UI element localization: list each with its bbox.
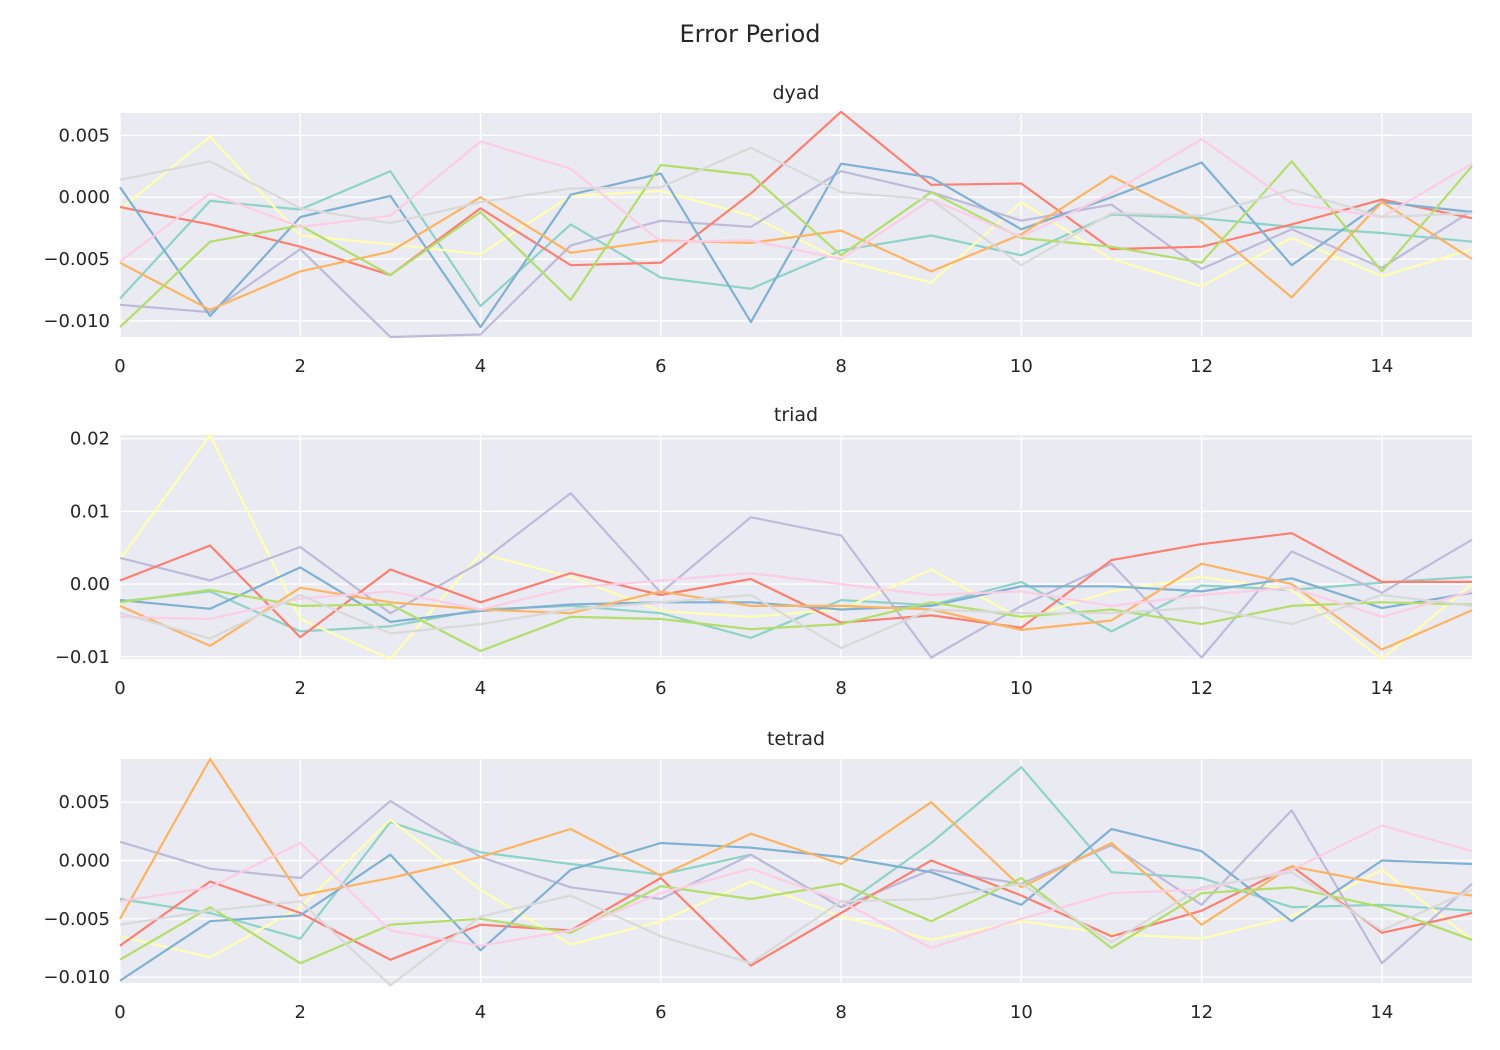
series-line-8 xyxy=(119,572,1473,621)
subplot-dyad: 0 2 4 6 8 10 12 14 0.005 0.000 −0.005 −0.010 dyad xyxy=(43,82,1473,377)
series-line-6 xyxy=(119,175,1473,311)
y-tick-label: −0.005 xyxy=(43,909,110,930)
subplot-tetrad: 0 2 4 6 8 10 12 14 0.005 0.000 −0.005 −0.010 tetrad xyxy=(43,728,1473,1023)
y-tick-label: 0.005 xyxy=(58,125,110,146)
x-tick-label: 8 xyxy=(835,678,846,699)
y-tick-label: −0.01 xyxy=(55,647,110,668)
x-tick-label: 8 xyxy=(835,1002,846,1023)
x-tick-label: 8 xyxy=(835,356,846,377)
y-tick-label: 0.02 xyxy=(70,429,110,450)
figure-title: Error Period xyxy=(680,20,821,48)
series-line-4 xyxy=(119,532,1472,639)
x-tick-label: 0 xyxy=(114,356,125,377)
series-line-3 xyxy=(119,492,1473,659)
x-tick-label: 4 xyxy=(475,678,486,699)
series-line-1 xyxy=(119,575,1473,640)
x-tick-labels-dyad: 0 2 4 6 8 10 12 14 xyxy=(114,356,1393,377)
subplot-triad: 0 2 4 6 8 10 12 14 0.02 0.01 0.00 −0.01 triad xyxy=(55,404,1473,699)
y-tick-label: −0.010 xyxy=(43,967,110,988)
subplot-title: triad xyxy=(774,404,818,426)
gridlines-tetrad xyxy=(119,759,1472,983)
series-line-5 xyxy=(119,827,1473,982)
x-tick-label: 12 xyxy=(1190,356,1213,377)
series-line-4 xyxy=(119,859,1473,967)
subplot-title: tetrad xyxy=(767,728,825,750)
y-tick-labels-triad: 0.02 0.01 0.00 −0.01 xyxy=(55,429,110,668)
y-tick-labels-dyad: 0.005 0.000 −0.005 −0.010 xyxy=(43,125,110,332)
x-tick-label: 6 xyxy=(655,1002,666,1023)
y-tick-label: 0.005 xyxy=(58,792,110,813)
x-tick-label: 14 xyxy=(1370,678,1393,699)
series-line-1 xyxy=(119,170,1473,308)
x-tick-label: 0 xyxy=(114,1002,125,1023)
x-tick-label: 6 xyxy=(655,356,666,377)
x-tick-label: 14 xyxy=(1370,1002,1393,1023)
x-tick-label: 12 xyxy=(1190,1002,1213,1023)
series-line-2 xyxy=(119,818,1473,959)
series-line-3 xyxy=(119,170,1473,339)
series-line-3 xyxy=(119,799,1473,965)
x-tick-label: 2 xyxy=(295,356,306,377)
series-line-5 xyxy=(119,161,1473,329)
y-tick-label: −0.010 xyxy=(43,311,110,332)
y-tick-label: 0.01 xyxy=(70,501,110,522)
y-tick-label: −0.005 xyxy=(43,249,110,270)
series-lines-triad xyxy=(119,433,1473,661)
y-tick-label: 0.000 xyxy=(58,187,110,208)
x-tick-label: 14 xyxy=(1370,356,1393,377)
series-line-8 xyxy=(119,137,1473,263)
plot-area-triad xyxy=(120,435,1472,659)
x-tick-label: 10 xyxy=(1010,356,1033,377)
y-tick-labels-tetrad: 0.005 0.000 −0.005 −0.010 xyxy=(43,792,110,988)
series-line-9 xyxy=(119,871,1473,987)
x-tick-label: 6 xyxy=(655,678,666,699)
x-tick-label: 12 xyxy=(1190,678,1213,699)
plot-area-dyad xyxy=(120,113,1472,337)
series-line-7 xyxy=(119,160,1473,328)
series-line-2 xyxy=(119,135,1473,288)
x-tick-label: 0 xyxy=(114,678,125,699)
x-tick-labels-tetrad: 0 2 4 6 8 10 12 14 xyxy=(114,1002,1393,1023)
series-line-2 xyxy=(119,433,1473,661)
y-tick-label: 0.000 xyxy=(58,851,110,872)
subplot-title: dyad xyxy=(772,82,819,104)
series-line-9 xyxy=(119,146,1473,267)
x-tick-labels-triad: 0 2 4 6 8 10 12 14 xyxy=(114,678,1393,699)
x-tick-label: 2 xyxy=(295,678,306,699)
x-tick-label: 4 xyxy=(475,356,486,377)
plot-area-tetrad xyxy=(120,759,1472,983)
x-tick-label: 10 xyxy=(1010,1002,1033,1023)
series-line-9 xyxy=(119,593,1473,650)
x-tick-label: 4 xyxy=(475,1002,486,1023)
series-lines-dyad xyxy=(119,110,1473,339)
y-tick-label: 0.00 xyxy=(70,574,110,595)
series-lines-tetrad xyxy=(119,757,1473,987)
x-tick-label: 2 xyxy=(295,1002,306,1023)
x-tick-label: 10 xyxy=(1010,678,1033,699)
